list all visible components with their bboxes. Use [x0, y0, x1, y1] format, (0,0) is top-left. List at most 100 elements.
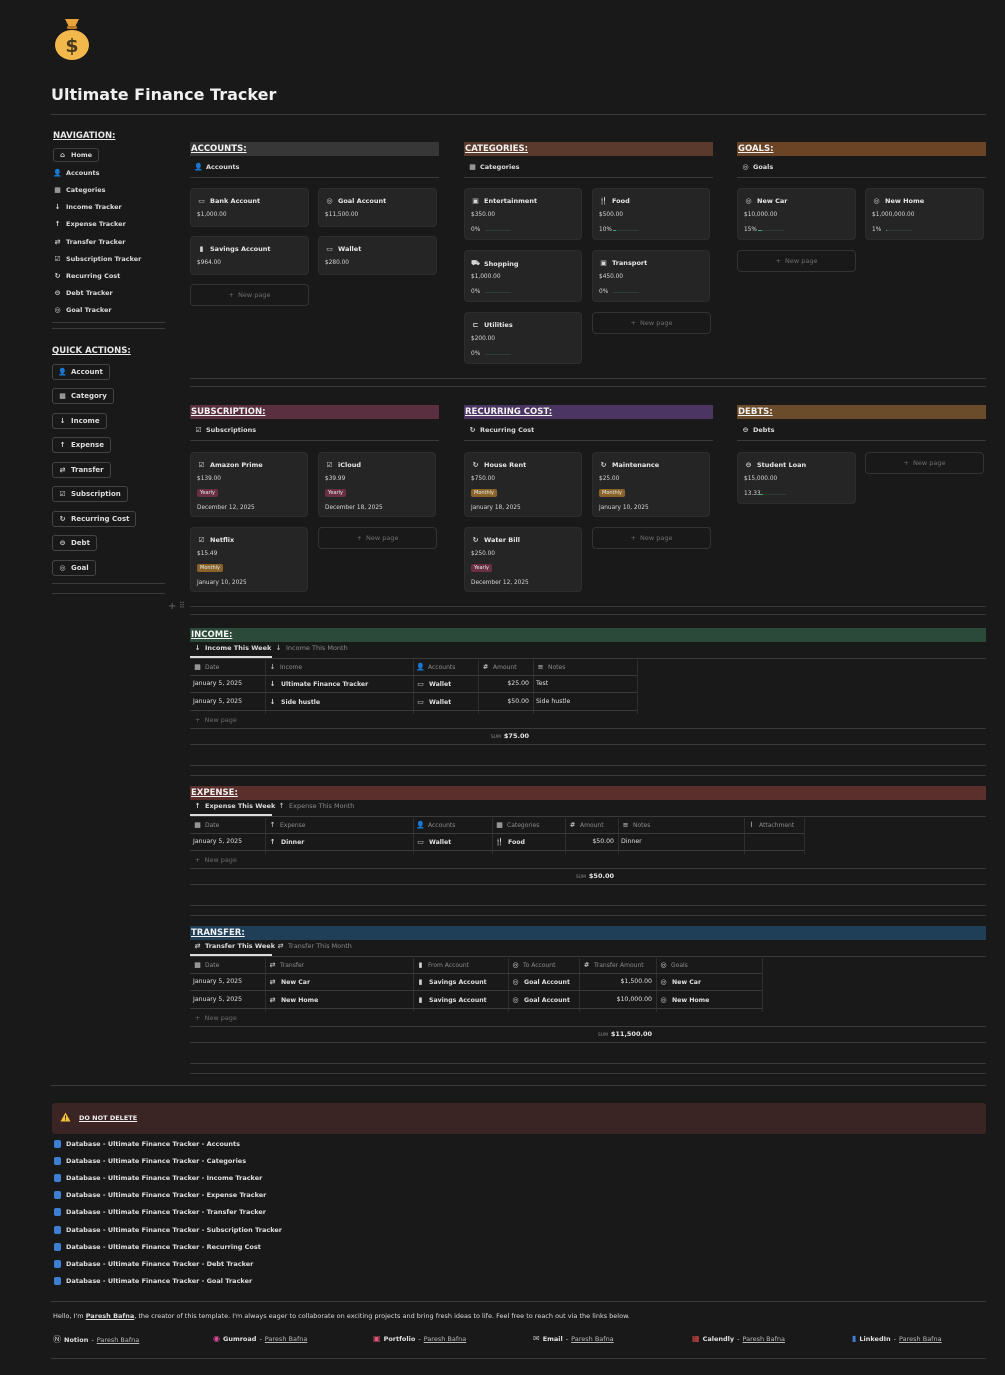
nav-item-goal-tracker[interactable]: ◎ Goal Tracker	[53, 304, 111, 316]
database-link[interactable]: Database - Ultimate Finance Tracker - Ac…	[54, 1140, 240, 1148]
recurring-view-tab[interactable]: ↻ Recurring Cost	[468, 426, 535, 434]
quick-action-recurring-cost-button[interactable]: ↻ Recurring Cost	[52, 511, 137, 527]
cell-expense[interactable]: ↑ Dinner	[268, 838, 409, 846]
recurring-card[interactable]: ↻ Water Bill $250.00 Yearly December 12, 202…	[464, 527, 582, 592]
database-link[interactable]: Database - Ultimate Finance Tracker - Ca…	[54, 1157, 246, 1166]
nav-item-expense-tracker[interactable]: ↑ Expense Tracker	[53, 218, 126, 230]
accounts-new-page-button[interactable]: + New page	[190, 284, 309, 306]
recurring-card[interactable]: ↻ Maintenance $25.00 Monthly January 10, 202…	[592, 452, 710, 517]
subscription-view-tab[interactable]: ☑ Subscriptions	[194, 426, 256, 434]
author-link[interactable]: Paresh Bafna	[85, 1312, 135, 1320]
cell-account[interactable]: ▭ Wallet	[416, 698, 474, 706]
add-block-icon[interactable]: +	[168, 601, 177, 612]
column-header-date[interactable]: ▦ Date	[193, 961, 219, 969]
accounts-card[interactable]: ▮ Savings Account $964.00	[190, 236, 309, 275]
cell-from[interactable]: ▮ Savings Account	[416, 978, 504, 986]
goals-card[interactable]: ◎ New Home $1,000,000.00 1%	[865, 188, 984, 240]
cell-transfer[interactable]: ⇄ New Home	[268, 996, 409, 1004]
quick-action-goal-button[interactable]: ◎ Goal	[52, 560, 96, 576]
debts-new-page-button[interactable]: + New page	[865, 452, 984, 474]
cell-from[interactable]: ▮ Savings Account	[416, 996, 504, 1004]
cell-category[interactable]: 🍴 Food	[495, 838, 561, 846]
nav-item-income-tracker[interactable]: ↓ Income Tracker	[53, 201, 122, 213]
column-header-accounts[interactable]: 👤 Accounts	[416, 821, 455, 829]
column-header-goals[interactable]: ◎ Goals	[659, 961, 687, 969]
quick-action-account-button[interactable]: 👤 Account	[52, 364, 110, 380]
cell-goal[interactable]: ◎ New Home	[659, 996, 758, 1004]
nav-item-home[interactable]: ⌂ Home	[53, 148, 100, 162]
cell-income[interactable]: ↓ Ultimate Finance Tracker	[268, 680, 409, 688]
accounts-view-tab[interactable]: 👤 Accounts	[194, 163, 239, 171]
footer-link-gumroad[interactable]: ◉ Gumroad - Paresh Bafna	[213, 1334, 307, 1343]
column-header-categories[interactable]: ▦ Categories	[495, 821, 539, 829]
cell-account[interactable]: ▭ Wallet	[416, 680, 474, 688]
column-header-from-account[interactable]: ▮ From Account	[416, 961, 469, 969]
cell-income[interactable]: ↓ Side hustle	[268, 698, 409, 706]
drag-handle-icon[interactable]: ⠿	[179, 601, 185, 610]
categories-card[interactable]: ▣ Transport $450.00 0%	[592, 250, 710, 302]
column-header-amount[interactable]: # Amount	[568, 821, 604, 829]
footer-link-email[interactable]: ✉ Email - Paresh Bafna	[533, 1334, 614, 1343]
database-link[interactable]: Database - Ultimate Finance Tracker - Ex…	[54, 1191, 266, 1200]
debts-card[interactable]: ⊖ Student Loan $15,000.00 13.33	[737, 452, 856, 504]
categories-new-page-button[interactable]: + New page	[592, 312, 711, 334]
goals-card[interactable]: ◎ New Car $10,000.00 15%	[737, 188, 856, 240]
expense-tab-this-week[interactable]: ↑ Expense This Week	[193, 802, 276, 810]
quick-action-subscription-button[interactable]: ☑ Subscription	[52, 486, 128, 502]
column-header-transfer[interactable]: ⇄ Transfer	[268, 961, 305, 969]
quick-action-debt-button[interactable]: ⊖ Debt	[52, 535, 97, 551]
footer-link-calendly[interactable]: ▦ Calendly - Paresh Bafna	[692, 1334, 785, 1343]
accounts-card[interactable]: ▭ Bank Account $1,000.00	[190, 188, 309, 227]
nav-item-accounts[interactable]: 👤 Accounts	[53, 167, 99, 179]
nav-item-debt-tracker[interactable]: ⊖ Debt Tracker	[53, 287, 113, 299]
categories-card[interactable]: ▣ Entertainment $350.00 0%	[464, 188, 582, 240]
column-header-transfer-amount[interactable]: # Transfer Amount	[582, 961, 644, 969]
recurring-new-page-button[interactable]: + New page	[592, 527, 711, 549]
nav-item-categories[interactable]: ▦ Categories	[53, 184, 105, 196]
goals-new-page-button[interactable]: + New page	[737, 250, 856, 272]
footer-link-linkedin[interactable]: ▮ LinkedIn - Paresh Bafna	[852, 1334, 942, 1343]
nav-item-recurring-cost[interactable]: ↻ Recurring Cost	[53, 270, 121, 282]
transfer-tab-this-month[interactable]: ⇄ Transfer This Month	[276, 942, 352, 950]
column-header-date[interactable]: ▦ Date	[193, 821, 219, 829]
categories-card[interactable]: 🍴 Food $500.00 10%	[592, 188, 710, 240]
database-link[interactable]: Database - Ultimate Finance Tracker - Go…	[54, 1276, 252, 1285]
column-header-date[interactable]: ▦ Date	[193, 663, 219, 671]
cell-to[interactable]: ◎ Goal Account	[511, 978, 575, 986]
recurring-card[interactable]: ↻ House Rent $750.00 Monthly January 18, 202…	[464, 452, 582, 517]
transfer-tab-this-week[interactable]: ⇄ Transfer This Week	[193, 942, 275, 950]
categories-card[interactable]: ⛟ Shopping $1,000.00 0%	[464, 250, 582, 302]
quick-action-expense-button[interactable]: ↑ Expense	[52, 437, 111, 453]
subscription-card[interactable]: ☑ Netflix $15.49 Monthly January 10, 2025	[190, 527, 308, 592]
subscription-card[interactable]: ☑ Amazon Prime $139.00 Yearly December 12, 2…	[190, 452, 308, 517]
footer-link-portfolio[interactable]: ▣ Portfolio - Paresh Bafna	[373, 1334, 466, 1343]
quick-action-transfer-button[interactable]: ⇄ Transfer	[52, 462, 111, 478]
column-header-income[interactable]: ↓ Income	[268, 663, 303, 671]
cell-account[interactable]: ▭ Wallet	[416, 838, 488, 846]
cell-goal[interactable]: ◎ New Car	[659, 978, 758, 986]
database-link[interactable]: Database - Ultimate Finance Tracker - Tr…	[54, 1208, 266, 1217]
money-bag-icon[interactable]: $	[52, 15, 92, 61]
nav-item-subscription-tracker[interactable]: ☑ Subscription Tracker	[53, 253, 141, 265]
income-tab-this-month[interactable]: ↓ Income This Month	[274, 644, 348, 652]
income-new-row-button[interactable]: + New page	[195, 716, 237, 724]
column-header-to-account[interactable]: ◎ To Account	[511, 961, 555, 969]
subscription-new-page-button[interactable]: + New page	[318, 527, 437, 549]
nav-item-transfer-tracker[interactable]: ⇄ Transfer Tracker	[53, 236, 126, 248]
expense-new-row-button[interactable]: + New page	[195, 856, 237, 864]
expense-tab-this-month[interactable]: ↑ Expense This Month	[277, 802, 355, 810]
column-header-notes[interactable]: ≡ Notes	[536, 663, 566, 671]
transfer-new-row-button[interactable]: + New page	[195, 1014, 237, 1022]
debts-view-tab[interactable]: ⊖ Debts	[741, 426, 775, 434]
accounts-card[interactable]: ▭ Wallet $280.00	[318, 236, 437, 275]
database-link[interactable]: Database - Ultimate Finance Tracker - In…	[54, 1174, 262, 1183]
column-header-attachment[interactable]: ⌇ Attachment	[747, 821, 794, 829]
column-header-notes[interactable]: ≡ Notes	[621, 821, 651, 829]
quick-action-category-button[interactable]: ▦ Category	[52, 388, 114, 404]
quick-action-income-button[interactable]: ↓ Income	[52, 413, 107, 429]
goals-view-tab[interactable]: ◎ Goals	[741, 163, 773, 171]
column-header-expense[interactable]: ↑ Expense	[268, 821, 306, 829]
categories-view-tab[interactable]: ▦ Categories	[468, 163, 519, 171]
subscription-card[interactable]: ☑ iCloud $39.99 Yearly December 18, 2025	[318, 452, 436, 517]
database-link[interactable]: Database - Ultimate Finance Tracker - De…	[54, 1259, 253, 1268]
